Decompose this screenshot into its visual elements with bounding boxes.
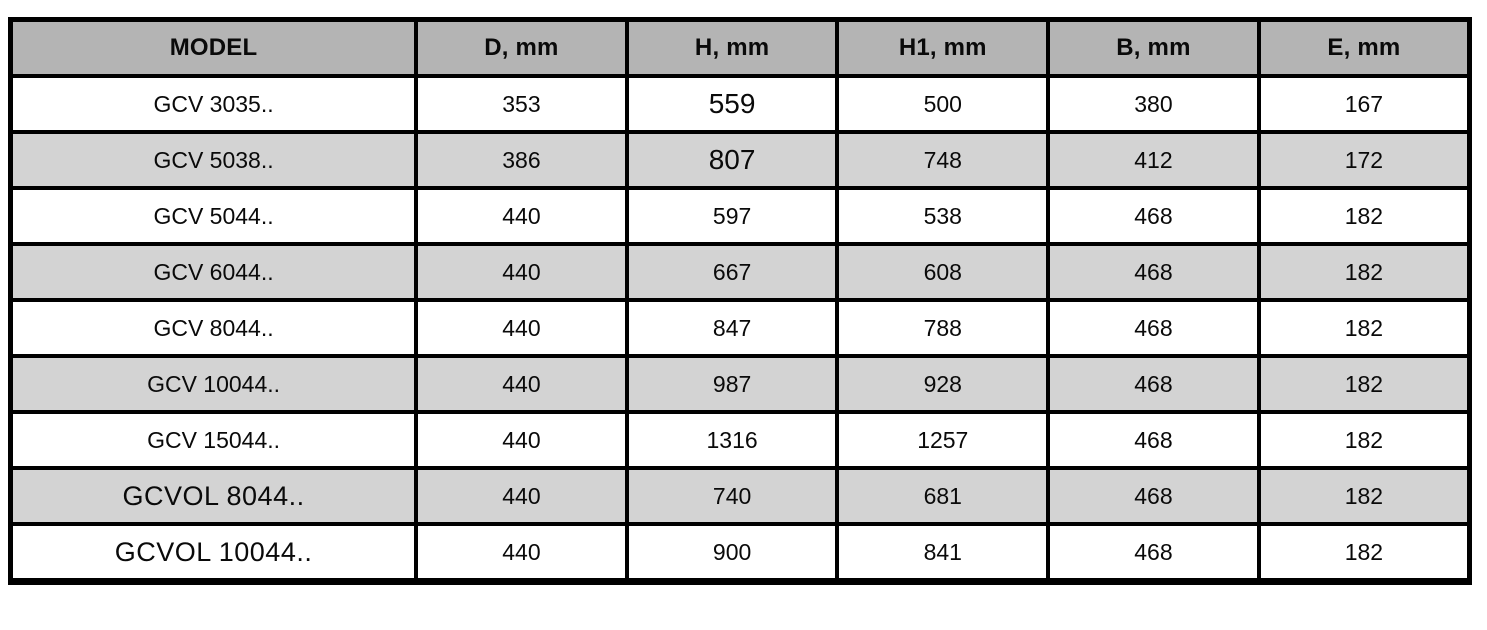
- value-cell-b: 468: [1046, 354, 1261, 414]
- table-row: GCV 5038.. 386 807 748 412 172: [8, 130, 1472, 190]
- value-cell-h1: 538: [835, 186, 1051, 246]
- value-cell-b: 468: [1046, 298, 1261, 358]
- value-cell-d: 440: [414, 186, 629, 246]
- model-cell: GCV 3035..: [8, 74, 419, 134]
- model-cell: GCV 5038..: [8, 130, 419, 190]
- value-cell-e: 182: [1256, 410, 1472, 470]
- col-header-b: B, mm: [1046, 17, 1261, 78]
- col-header-d: D, mm: [414, 17, 629, 78]
- table-row: GCVOL 10044.. 440 900 841 468 182: [8, 522, 1472, 584]
- value-cell-d: 440: [414, 242, 629, 302]
- value-cell-e: 182: [1256, 522, 1472, 584]
- value-cell-h: 987: [624, 354, 840, 414]
- model-cell: GCV 15044..: [8, 410, 419, 470]
- table-row: GCV 3035.. 353 559 500 380 167: [8, 74, 1472, 134]
- value-cell-h1: 608: [835, 242, 1051, 302]
- value-cell-e: 167: [1256, 74, 1472, 134]
- model-cell: GCV 5044..: [8, 186, 419, 246]
- col-header-h1: H1, mm: [835, 17, 1051, 78]
- value-cell-b: 468: [1046, 242, 1261, 302]
- model-cell: GCV 6044..: [8, 242, 419, 302]
- value-cell-d: 386: [414, 130, 629, 190]
- value-cell-h: 597: [624, 186, 840, 246]
- value-cell-h: 1316: [624, 410, 840, 470]
- value-cell-d: 440: [414, 522, 629, 584]
- value-cell-e: 172: [1256, 130, 1472, 190]
- table-row: GCV 8044.. 440 847 788 468 182: [8, 298, 1472, 358]
- value-cell-e: 182: [1256, 298, 1472, 358]
- value-cell-b: 380: [1046, 74, 1261, 134]
- value-cell-d: 440: [414, 466, 629, 526]
- model-cell: GCVOL 10044..: [8, 522, 419, 584]
- value-cell-h: 667: [624, 242, 840, 302]
- page: MODEL D, mm H, mm H1, mm B, mm E, mm GCV…: [0, 17, 1487, 630]
- value-cell-h1: 1257: [835, 410, 1051, 470]
- value-cell-e: 182: [1256, 466, 1472, 526]
- value-cell-h: 740: [624, 466, 840, 526]
- value-cell-b: 468: [1046, 466, 1261, 526]
- table-row: GCV 5044.. 440 597 538 468 182: [8, 186, 1472, 246]
- col-header-e: E, mm: [1256, 17, 1472, 78]
- header-row: MODEL D, mm H, mm H1, mm B, mm E, mm: [8, 17, 1472, 78]
- value-cell-h1: 748: [835, 130, 1051, 190]
- dimensions-spec-table: MODEL D, mm H, mm H1, mm B, mm E, mm GCV…: [8, 17, 1472, 585]
- value-cell-b: 468: [1046, 522, 1261, 584]
- value-cell-h1: 788: [835, 298, 1051, 358]
- value-cell-b: 468: [1046, 186, 1261, 246]
- value-cell-b: 412: [1046, 130, 1261, 190]
- value-cell-h: 847: [624, 298, 840, 358]
- model-cell: GCV 10044..: [8, 354, 419, 414]
- value-cell-b: 468: [1046, 410, 1261, 470]
- table-row: GCVOL 8044.. 440 740 681 468 182: [8, 466, 1472, 526]
- value-cell-e: 182: [1256, 354, 1472, 414]
- value-cell-h1: 841: [835, 522, 1051, 584]
- value-cell-d: 440: [414, 298, 629, 358]
- value-cell-h1: 928: [835, 354, 1051, 414]
- value-cell-h1: 681: [835, 466, 1051, 526]
- value-cell-h: 807: [624, 130, 840, 190]
- table-row: GCV 15044.. 440 1316 1257 468 182: [8, 410, 1472, 470]
- model-cell: GCV 8044..: [8, 298, 419, 358]
- value-cell-h: 900: [624, 522, 840, 584]
- table-row: GCV 6044.. 440 667 608 468 182: [8, 242, 1472, 302]
- model-cell: GCVOL 8044..: [8, 466, 419, 526]
- col-header-model: MODEL: [8, 17, 419, 78]
- col-header-h: H, mm: [624, 17, 840, 78]
- table-row: GCV 10044.. 440 987 928 468 182: [8, 354, 1472, 414]
- value-cell-e: 182: [1256, 186, 1472, 246]
- value-cell-d: 440: [414, 410, 629, 470]
- value-cell-d: 440: [414, 354, 629, 414]
- table-body: GCV 3035.. 353 559 500 380 167 GCV 5038.. 386 80…: [8, 74, 1472, 584]
- value-cell-e: 182: [1256, 242, 1472, 302]
- value-cell-h: 559: [624, 74, 840, 134]
- value-cell-h1: 500: [835, 74, 1051, 134]
- value-cell-d: 353: [414, 74, 629, 134]
